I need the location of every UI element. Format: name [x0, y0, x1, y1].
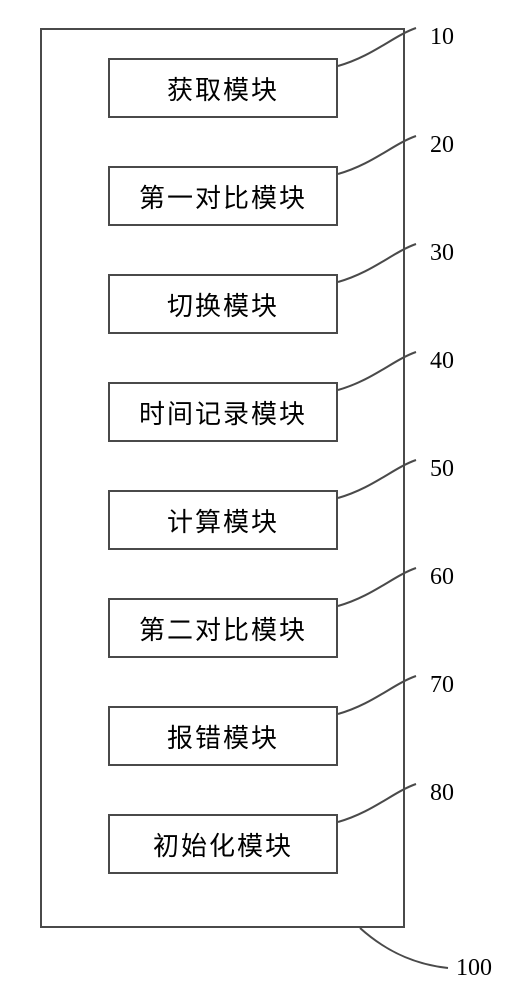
ref-label-40: 40	[430, 348, 454, 375]
outer-container-box	[40, 28, 405, 928]
module-label: 时间记录模块	[139, 394, 307, 431]
ref-label-20: 20	[430, 132, 454, 159]
module-label: 计算模块	[167, 502, 279, 539]
ref-label-10: 10	[430, 24, 454, 51]
ref-label-50: 50	[430, 456, 454, 483]
ref-label-70: 70	[430, 672, 454, 699]
module-box-60: 第二对比模块	[108, 598, 338, 658]
ref-label-30: 30	[430, 240, 454, 267]
module-box-50: 计算模块	[108, 490, 338, 550]
module-label: 获取模块	[167, 70, 279, 107]
module-label: 切换模块	[167, 286, 279, 323]
ref-label-80: 80	[430, 780, 454, 807]
module-box-30: 切换模块	[108, 274, 338, 334]
module-box-70: 报错模块	[108, 706, 338, 766]
ref-label-60: 60	[430, 564, 454, 591]
module-box-80: 初始化模块	[108, 814, 338, 874]
diagram-canvas: 获取模块 第一对比模块 切换模块 时间记录模块 计算模块 第二对比模块 报错模块…	[0, 0, 525, 1000]
module-label: 第二对比模块	[139, 610, 307, 647]
module-box-20: 第一对比模块	[108, 166, 338, 226]
module-label: 初始化模块	[153, 826, 293, 863]
module-box-40: 时间记录模块	[108, 382, 338, 442]
module-label: 报错模块	[167, 718, 279, 755]
module-box-10: 获取模块	[108, 58, 338, 118]
module-label: 第一对比模块	[139, 178, 307, 215]
ref-label-100: 100	[456, 955, 492, 982]
